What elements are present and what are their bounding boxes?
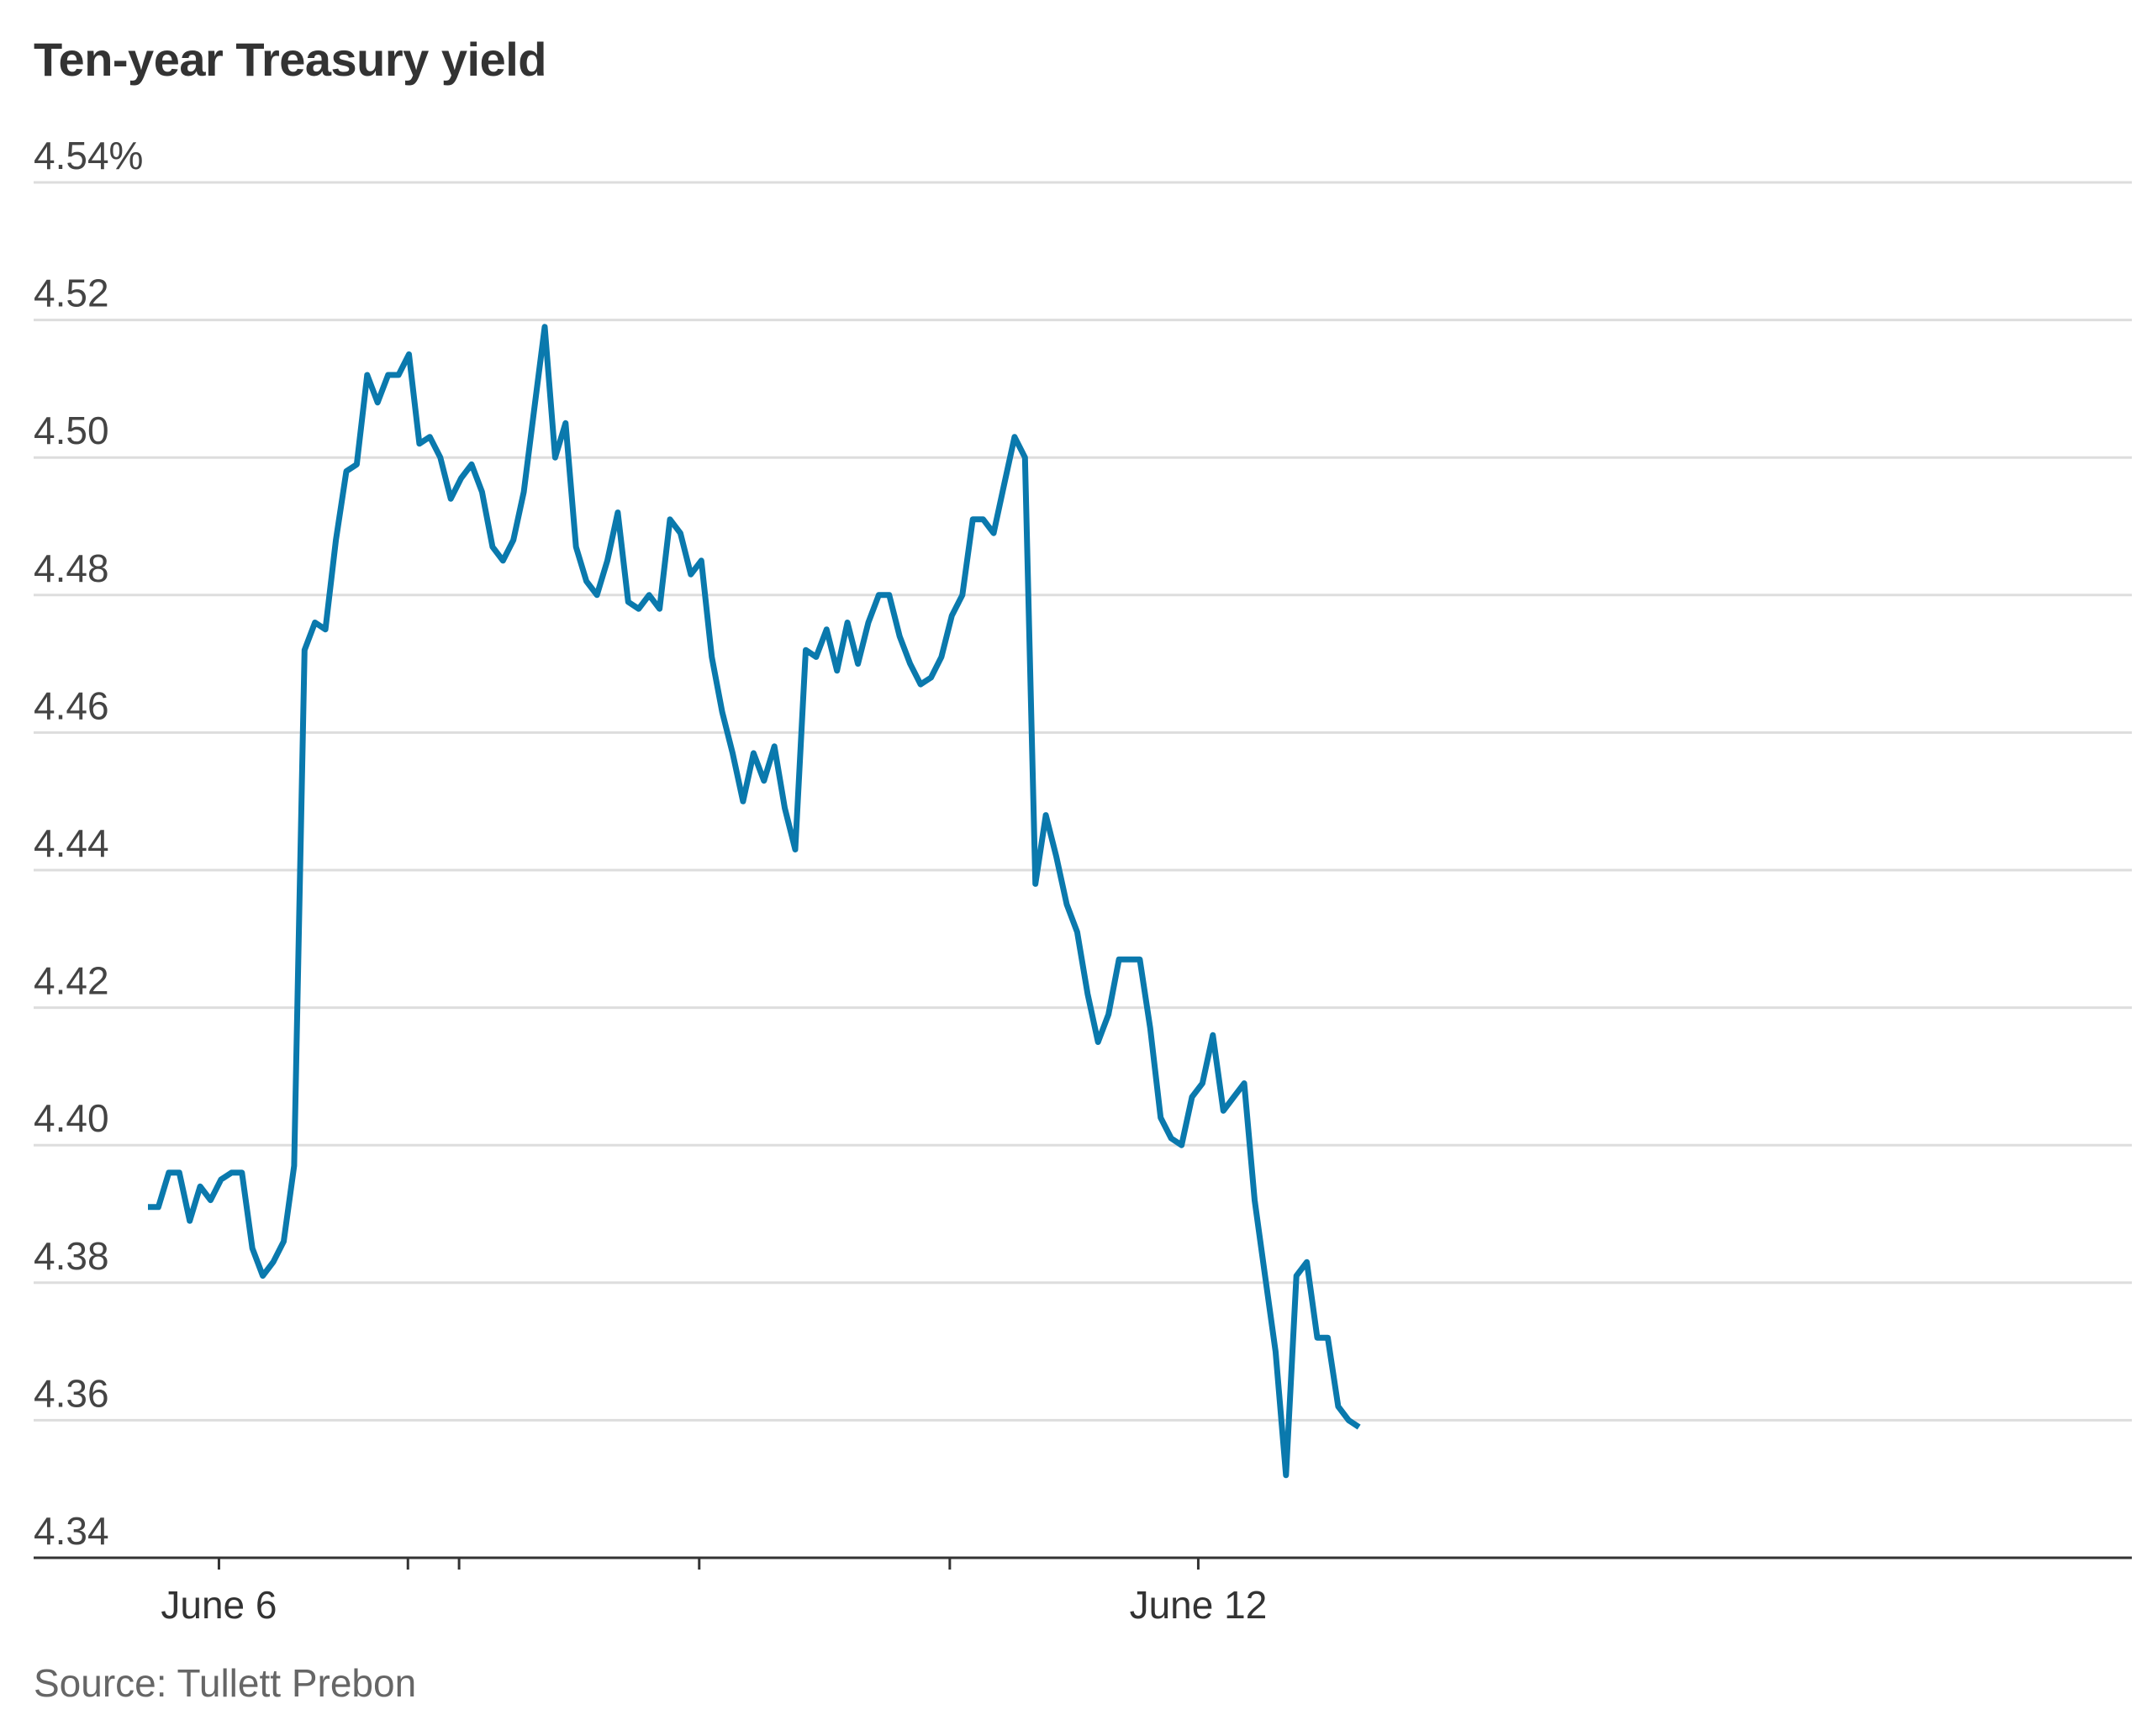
y-tick-label: 4.54% bbox=[34, 134, 143, 177]
grid-layer bbox=[34, 181, 2132, 1422]
series-layer bbox=[148, 324, 1361, 1479]
x-axis-ticks: June 6 June 12 bbox=[161, 1558, 1267, 1627]
x-tick-label: June 6 bbox=[161, 1583, 277, 1627]
y-tick-label: 4.36 bbox=[34, 1371, 109, 1415]
y-tick-label: 4.34 bbox=[34, 1509, 109, 1553]
series-line bbox=[148, 324, 1361, 1479]
chart-title: Ten-year Treasury yield bbox=[34, 33, 547, 86]
y-tick-label: 4.44 bbox=[34, 821, 109, 865]
x-tick-label: June 12 bbox=[1130, 1583, 1268, 1627]
y-tick-label: 4.46 bbox=[34, 683, 109, 727]
source-note: Source: Tullett Prebon bbox=[34, 1661, 417, 1705]
y-axis-labels: 4.54% 4.52 4.50 4.48 4.46 4.44 4.42 4.40 4.38 4.3… bbox=[34, 134, 143, 1553]
y-tick-label: 4.38 bbox=[34, 1234, 109, 1278]
y-tick-label: 4.48 bbox=[34, 546, 109, 590]
y-tick-label: 4.40 bbox=[34, 1096, 109, 1140]
y-tick-label: 4.52 bbox=[34, 272, 109, 315]
y-tick-label: 4.42 bbox=[34, 959, 109, 1003]
y-tick-label: 4.50 bbox=[34, 409, 109, 452]
